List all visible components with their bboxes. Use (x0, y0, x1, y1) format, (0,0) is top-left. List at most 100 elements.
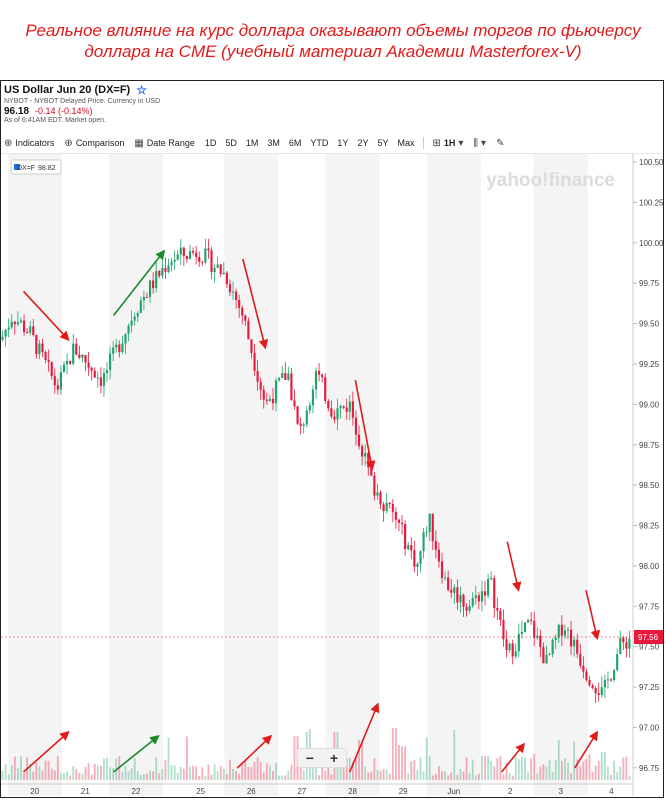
comparison-label: Comparison (75, 138, 125, 148)
volume-bar (622, 757, 625, 780)
red-arrow-annotation (506, 541, 522, 592)
candlestick-chart[interactable]: 100.50 100.25 100.00 99.75 99.50 99.25 99.00 98… (1, 154, 663, 796)
date-range-label: Date Range (146, 138, 195, 148)
candle-body (416, 563, 419, 567)
chart-type-button[interactable]: ⫼ ▾ (473, 138, 486, 149)
volume-bar (47, 761, 50, 780)
volume-bar (410, 761, 413, 780)
volume-bar (603, 752, 606, 780)
volume-bar (554, 759, 557, 780)
volume-bar (560, 760, 563, 780)
candle-body (56, 385, 59, 390)
volume-bar (167, 737, 170, 780)
candle-body (44, 351, 47, 361)
candle-body (333, 416, 336, 420)
range-2y[interactable]: 2Y (357, 138, 369, 148)
candle-body (345, 407, 348, 412)
candle-body (394, 511, 397, 520)
candle-body (268, 398, 271, 401)
range-5y[interactable]: 5Y (377, 138, 389, 148)
volume-bar (299, 756, 302, 780)
candle-body (388, 502, 391, 504)
volume-bar (124, 765, 127, 780)
range-1y[interactable]: 1Y (337, 138, 349, 148)
zoom-in-button[interactable]: + (329, 750, 339, 766)
volume-bar (179, 767, 182, 780)
volume-bar (419, 757, 422, 780)
candle-body (361, 446, 364, 457)
volume-bar (247, 766, 250, 780)
candle-body (404, 524, 407, 550)
indicators-button[interactable]: ⊕ Indicators (4, 138, 54, 149)
red-arrow-annotation (22, 730, 70, 773)
zoom-out-button[interactable]: − (305, 750, 315, 766)
volume-bar (232, 768, 234, 780)
candle-body (502, 620, 505, 640)
candle-body (271, 398, 275, 404)
candle-body (474, 595, 477, 599)
range-ytd[interactable]: YTD (310, 138, 329, 148)
volume-bar (542, 764, 545, 780)
date-range-button[interactable]: ▦ Date Range (134, 138, 195, 149)
candle-body (216, 264, 219, 268)
candle-body (152, 280, 155, 289)
volume-bar (364, 766, 367, 780)
volume-bar (1, 771, 4, 780)
green-arrow-annotation (113, 735, 160, 773)
volume-bar (591, 772, 594, 780)
range-1d[interactable]: 1D (204, 138, 217, 148)
volume-bar (462, 771, 465, 780)
volume-bar (32, 771, 35, 780)
zoom-controls: − + (297, 748, 347, 768)
candle-body (606, 679, 610, 681)
star-icon[interactable]: ☆ (136, 83, 147, 97)
quote-asof: As of 6:41AM EDT. Market open. (4, 117, 106, 124)
volume-bar (358, 740, 360, 780)
plus-circle-icon: ⊕ (64, 137, 73, 149)
candle-body (155, 270, 158, 289)
volume-bar (259, 762, 262, 780)
x-tick-label: 4 (609, 787, 614, 796)
candle-body (628, 638, 631, 649)
candle-body (274, 380, 278, 404)
x-tick-label: 28 (348, 787, 357, 796)
range-3m[interactable]: 3M (267, 138, 280, 148)
y-tick-label: 97.50 (639, 643, 660, 652)
volume-bar (219, 766, 222, 780)
candle-body (244, 315, 247, 321)
candle-body (250, 339, 253, 353)
watermark: yahoo!finance (486, 170, 615, 191)
candle-body (382, 504, 385, 512)
legend-swatch (14, 164, 20, 170)
range-6m[interactable]: 6M (288, 138, 302, 148)
y-tick-label: 99.00 (639, 400, 660, 409)
candle-body (453, 587, 456, 593)
candle-body (78, 354, 81, 358)
candle-body (450, 589, 453, 593)
volume-bar (524, 757, 526, 780)
volume-bar (527, 772, 529, 780)
interval-button[interactable]: ⊞ 1H ▾ (432, 138, 463, 149)
candle-body (311, 389, 315, 406)
range-5d[interactable]: 5D (225, 138, 237, 148)
range-max[interactable]: Max (397, 138, 415, 148)
quote-price: 96.18 (4, 106, 30, 117)
y-tick-label: 100.25 (639, 198, 663, 207)
quote-title-row: US Dollar Jun 20 (DX=F) ☆ (4, 83, 644, 97)
candle-body (38, 343, 41, 355)
volume-bar (69, 775, 72, 780)
volume-bar (195, 766, 198, 780)
x-tick-label: 29 (399, 787, 408, 796)
candle-body (327, 400, 330, 409)
candle-body (105, 369, 109, 374)
y-tick-label: 96.75 (639, 764, 660, 773)
comparison-button[interactable]: ⊕ Comparison (64, 138, 124, 149)
day-band (224, 154, 279, 796)
range-1m[interactable]: 1M (245, 138, 259, 148)
candle-body (219, 264, 222, 274)
volume-bar (607, 766, 609, 780)
draw-button[interactable]: ✎ (496, 138, 504, 149)
volume-bar (152, 771, 155, 780)
volume-bar (10, 764, 13, 780)
candle-body (278, 378, 281, 381)
